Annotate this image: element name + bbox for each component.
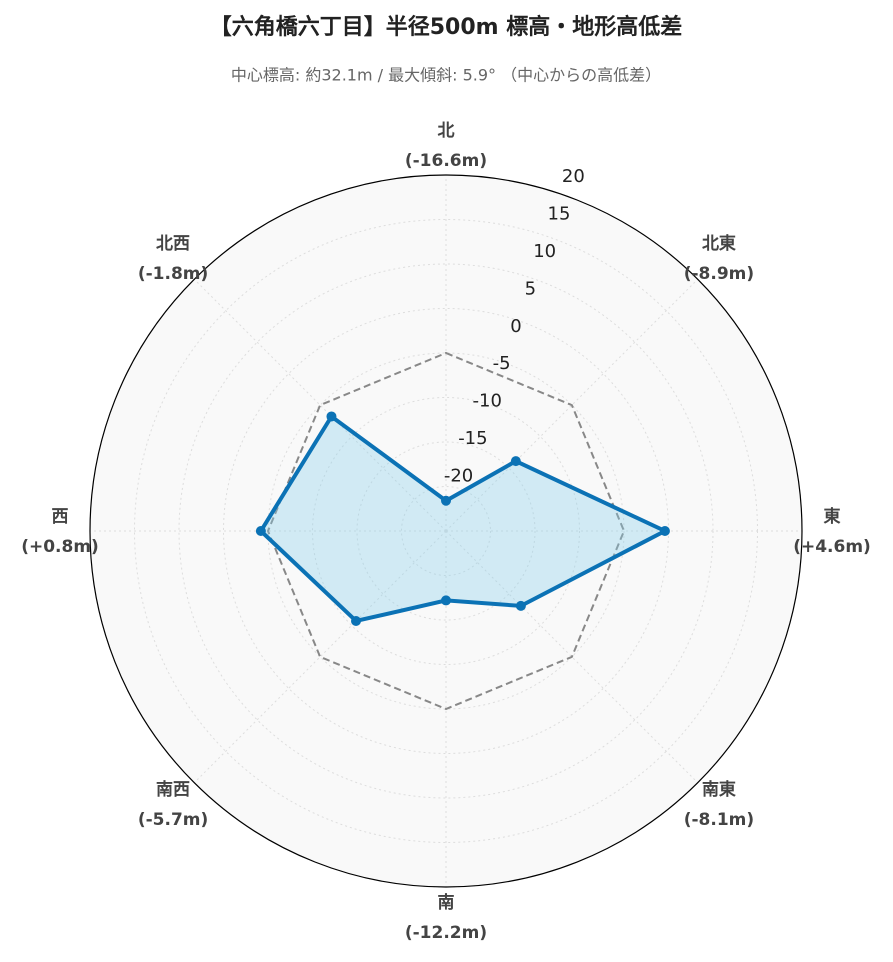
angular-label: 東 bbox=[824, 506, 841, 527]
data-point bbox=[510, 456, 521, 467]
radial-tick-label: -15 bbox=[458, 428, 487, 449]
angular-value-label: (-1.8m) bbox=[138, 264, 208, 284]
angular-label: 西 bbox=[52, 507, 69, 527]
angular-grid-line bbox=[193, 530, 447, 784]
angular-label: 南東 bbox=[702, 779, 736, 800]
angular-grid-line bbox=[193, 278, 447, 532]
grid-circle bbox=[312, 397, 580, 665]
angular-value-label: (+4.6m) bbox=[793, 537, 871, 557]
angular-value-label: (-8.1m) bbox=[684, 810, 754, 830]
radial-tick-label: -10 bbox=[473, 391, 502, 412]
angular-grid-line bbox=[445, 278, 699, 532]
chart-title: 【六角橋六丁目】半径500m 標高・地形高低差 bbox=[210, 14, 683, 40]
angular-value-label: (+0.8m) bbox=[21, 537, 99, 557]
grid-circle bbox=[356, 441, 536, 621]
angular-value-label: (-5.7m) bbox=[138, 810, 208, 830]
angular-grid-line bbox=[445, 530, 699, 784]
radial-tick-label: -5 bbox=[493, 353, 511, 374]
grid-circle bbox=[267, 352, 625, 710]
radial-tick-label: 20 bbox=[562, 166, 585, 187]
radial-tick-label: -20 bbox=[444, 465, 473, 486]
data-point bbox=[515, 600, 526, 611]
chart-subtitle: 中心標高: 約32.1m / 最大傾斜: 5.9° （中心からの高低差） bbox=[231, 66, 661, 85]
radial-tick-label: 10 bbox=[533, 241, 556, 262]
radial-tick-label: 5 bbox=[525, 278, 536, 299]
angular-label: 北 bbox=[438, 121, 455, 141]
series-line bbox=[266, 351, 626, 711]
angular-value-label: (-16.6m) bbox=[405, 151, 487, 171]
data-point bbox=[441, 495, 451, 506]
angular-value-label: (-12.2m) bbox=[405, 923, 487, 943]
outer-circle bbox=[89, 174, 803, 888]
data-point bbox=[441, 595, 451, 606]
angular-label: 南 bbox=[438, 892, 455, 913]
data-point bbox=[255, 526, 266, 536]
angular-label: 北西 bbox=[156, 234, 190, 254]
data-point bbox=[659, 526, 670, 536]
angular-value-label: (-8.9m) bbox=[684, 264, 754, 284]
grid-circle bbox=[401, 486, 491, 576]
radial-tick-label: 0 bbox=[510, 316, 521, 337]
radial-tick-label: 15 bbox=[548, 204, 571, 225]
angular-label: 南西 bbox=[156, 779, 190, 800]
data-point bbox=[326, 411, 337, 422]
data-point bbox=[351, 615, 362, 626]
angular-label: 北東 bbox=[702, 233, 736, 254]
